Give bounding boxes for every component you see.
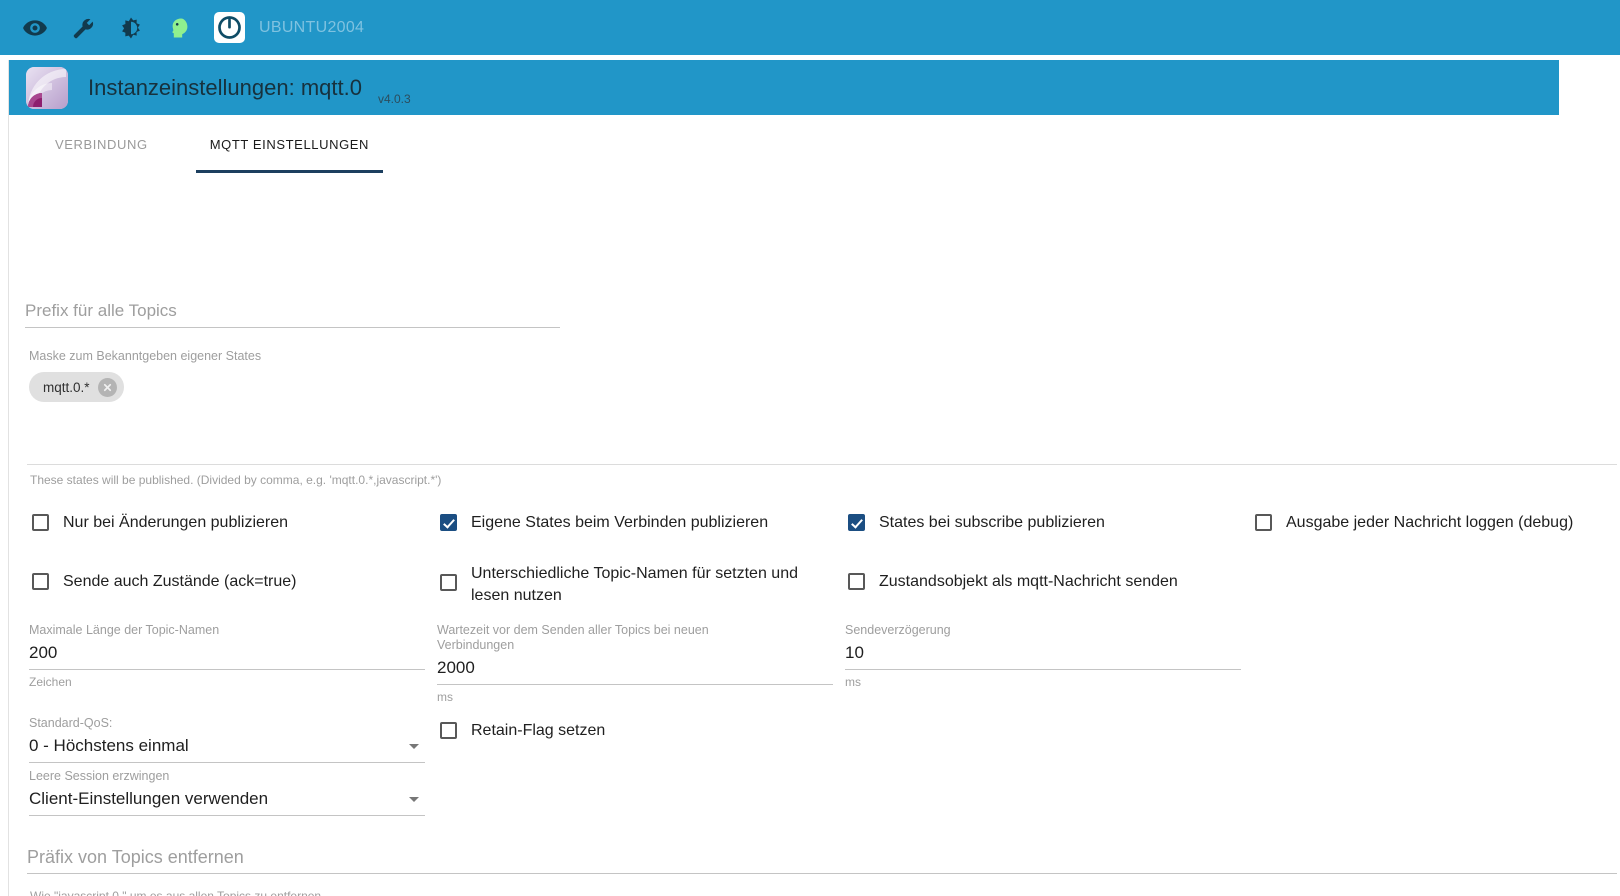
checkbox-on-change-only[interactable]: Nur bei Änderungen publizieren — [32, 512, 288, 533]
eye-icon[interactable] — [22, 15, 48, 41]
send-interval-helper: ms — [845, 675, 861, 689]
prefix-all-topics-input[interactable]: Prefix für alle Topics — [25, 301, 177, 320]
publish-mask-helper: These states will be published. (Divided… — [30, 473, 442, 487]
publish-mask-chips: mqtt.0.* — [29, 367, 1569, 408]
checkbox-box[interactable] — [848, 514, 865, 531]
checkbox-set-retain-flag[interactable]: Retain-Flag setzen — [440, 720, 605, 741]
checkbox-box[interactable] — [440, 514, 457, 531]
force-clean-session-value: Client-Einstellungen verwenden — [29, 789, 269, 808]
chip-mqtt-mask[interactable]: mqtt.0.* — [29, 372, 124, 402]
tab-bar: VERBINDUNG MQTT EINSTELLUNGEN — [9, 115, 1620, 173]
checkbox-label: Zustandsobjekt als mqtt-Nachricht senden — [879, 573, 1178, 590]
checkbox-debug-log[interactable]: Ausgabe jeder Nachricht loggen (debug) — [1255, 512, 1573, 533]
checkbox-box[interactable] — [1255, 514, 1272, 531]
field-send-interval[interactable]: Sendeverzögerung 10 ms — [845, 623, 1241, 690]
tab-mqtt-einstellungen[interactable]: MQTT EINSTELLUNGEN — [195, 135, 384, 173]
checkbox-publish-on-subscribe[interactable]: States bei subscribe publizieren — [848, 512, 1105, 533]
field-remove-prefix[interactable]: Präfix von Topics entfernen — [27, 845, 1617, 874]
checkbox-box[interactable] — [440, 722, 457, 739]
chevron-down-icon[interactable] — [409, 796, 419, 802]
checkbox-label: Unterschiedliche Topic-Namen für setzten… — [471, 565, 798, 604]
force-clean-session-label: Leere Session erzwingen — [29, 769, 170, 783]
page-title: Instanzeinstellungen: mqtt.0 — [88, 74, 362, 100]
instance-settings-window: Instanzeinstellungen: mqtt.0 v4.0.3 VERB… — [8, 60, 1620, 896]
remove-prefix-input[interactable]: Präfix von Topics entfernen — [27, 847, 244, 867]
checkbox-label: States bei subscribe publizieren — [879, 514, 1105, 531]
checkbox-box[interactable] — [32, 573, 49, 590]
host-label: UBUNTU2004 — [259, 18, 365, 36]
checkbox-send-state-object[interactable]: Zustandsobjekt als mqtt-Nachricht senden — [848, 571, 1178, 592]
send-interval-label: Sendeverzögerung — [845, 623, 951, 637]
default-qos-value: 0 - Höchstens einmal — [29, 736, 189, 755]
checkbox-label: Eigene States beim Verbinden publizieren — [471, 514, 769, 531]
divider-publish-mask — [27, 464, 1617, 465]
remove-prefix-helper: Wie "javascript.0." um es aus allen Topi… — [30, 889, 322, 896]
checkbox-label: Sende auch Zustände (ack=true) — [63, 573, 297, 590]
checkbox-label: Nur bei Änderungen publizieren — [63, 514, 289, 531]
field-max-topic-length[interactable]: Maximale Länge der Topic-Namen 200 Zeich… — [29, 623, 425, 690]
checkbox-different-topic-names[interactable]: Unterschiedliche Topic-Namen für setzten… — [440, 563, 815, 607]
tab-verbindung[interactable]: VERBINDUNG — [55, 137, 148, 152]
checkbox-label: Retain-Flag setzen — [471, 722, 606, 739]
send-interval-input[interactable]: 10 — [845, 641, 1241, 670]
checkbox-label: Ausgabe jeder Nachricht loggen (debug) — [1286, 514, 1574, 531]
publish-mask-label: Maske zum Bekanntgeben eigener States — [29, 349, 262, 363]
checkbox-box[interactable] — [848, 573, 865, 590]
max-topic-length-input[interactable]: 200 — [29, 641, 425, 670]
field-publish-all-delay[interactable]: Wartezeit vor dem Senden aller Topics be… — [437, 623, 833, 705]
field-prefix-all-topics[interactable]: Prefix für alle Topics — [25, 299, 560, 328]
field-default-qos[interactable]: Standard-QoS: 0 - Höchstens einmal — [29, 716, 425, 763]
window-title-bar: Instanzeinstellungen: mqtt.0 v4.0.3 — [9, 60, 1559, 115]
checkbox-box[interactable] — [440, 574, 457, 591]
publish-all-delay-label: Wartezeit vor dem Senden aller Topics be… — [437, 623, 709, 652]
force-clean-session-select[interactable]: Client-Einstellungen verwenden — [29, 787, 425, 816]
iobroker-logo[interactable] — [214, 12, 245, 43]
wrench-icon[interactable] — [70, 15, 96, 41]
publish-all-delay-input[interactable]: 2000 — [437, 656, 833, 685]
max-topic-length-label: Maximale Länge der Topic-Namen — [29, 623, 220, 637]
close-icon[interactable] — [97, 377, 117, 397]
top-toolbar: UBUNTU2004 — [0, 0, 1620, 55]
head-icon[interactable] — [166, 15, 192, 41]
default-qos-label: Standard-QoS: — [29, 716, 113, 730]
field-publish-mask: Maske zum Bekanntgeben eigener States mq… — [29, 349, 1569, 408]
publish-all-delay-helper: ms — [437, 690, 453, 704]
max-topic-length-helper: Zeichen — [29, 675, 72, 689]
checkbox-publish-own-on-connect[interactable]: Eigene States beim Verbinden publizieren — [440, 512, 768, 533]
version-label: v4.0.3 — [377, 92, 411, 106]
chip-label: mqtt.0.* — [43, 379, 90, 395]
contrast-icon[interactable] — [118, 15, 144, 41]
chevron-down-icon[interactable] — [409, 743, 419, 749]
field-force-clean-session[interactable]: Leere Session erzwingen Client-Einstellu… — [29, 769, 425, 816]
checkbox-send-ack-true[interactable]: Sende auch Zustände (ack=true) — [32, 571, 296, 592]
default-qos-select[interactable]: 0 - Höchstens einmal — [29, 734, 425, 763]
mqtt-adapter-logo — [26, 66, 68, 109]
checkbox-box[interactable] — [32, 514, 49, 531]
